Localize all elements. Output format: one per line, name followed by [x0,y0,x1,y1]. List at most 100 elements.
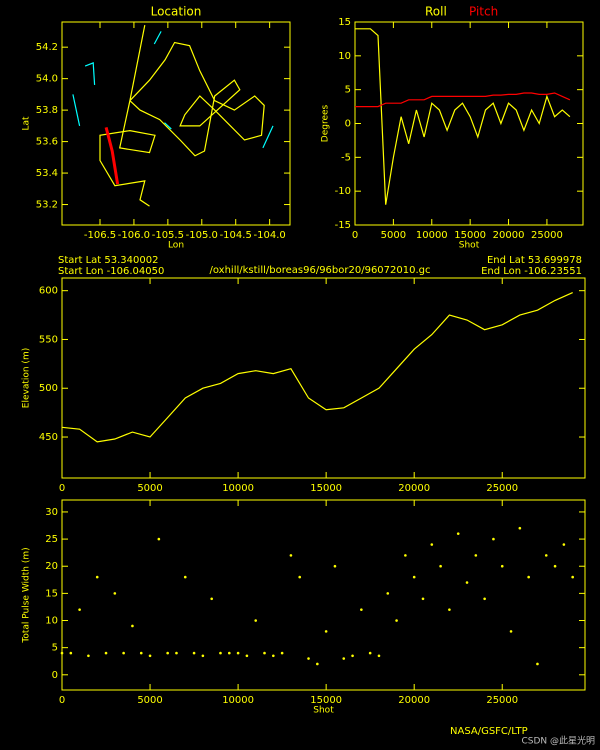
y-tick-label: 54.0 [36,74,58,85]
data-point [210,597,213,601]
y-tick-label: 5 [52,643,58,654]
x-tick-label: 20000 [493,230,525,241]
x-tick-label: 5000 [137,483,162,494]
data-point [492,537,495,541]
data-point [113,592,117,595]
data-point [254,619,258,622]
data-point [333,564,337,568]
y-tick-label: 54.2 [36,42,58,53]
y-tick-label: -10 [335,186,351,197]
x-axis-label: Shot [459,241,480,251]
legend-label: Roll [425,5,447,19]
y-tick-label: 500 [39,383,58,394]
y-tick-label: 5 [345,85,351,96]
chart-title: Location [151,5,202,19]
data-point [201,654,205,658]
data-point [104,651,108,655]
y-tick-label: 30 [45,507,58,518]
x-tick-label: 5000 [137,695,162,706]
plot-frame [61,277,586,479]
data-point [351,654,354,658]
data-point [536,662,539,666]
y-tick-label: 53.4 [36,168,58,179]
data-point [175,651,178,655]
x-axis-label: Shot [313,706,334,716]
x-tick-label: 0 [59,695,65,706]
data-point [245,654,249,658]
y-tick-label: 25 [45,534,58,545]
y-tick-label: 10 [45,616,58,627]
y-tick-label: 53.8 [36,105,58,116]
y-tick-label: 0 [52,670,58,681]
data-point [316,662,319,666]
x-tick-label: 25000 [486,483,518,494]
x-tick-label: 25000 [486,695,518,706]
y-tick-label: 53.6 [36,137,58,148]
x-tick-label: 15000 [310,695,342,706]
x-tick-label: 20000 [398,695,430,706]
data-point [280,651,284,655]
start-lat: Start Lat 53.340002 [58,255,158,266]
data-point [456,532,460,535]
data-point [131,624,134,628]
data-point [386,592,390,595]
data-line [355,28,571,205]
data-point [448,608,451,611]
plot-frame [354,21,584,226]
y-axis-label: Degrees [321,104,331,142]
y-tick-label: 450 [39,432,58,443]
y-tick-label: 600 [39,286,58,297]
data-point [421,597,425,601]
data-point [430,543,434,546]
data-point [219,651,222,655]
data-point [227,651,231,655]
x-axis-label: Lon [168,241,184,251]
data-point [527,575,530,579]
data-point [412,575,416,579]
data-point [157,537,161,541]
data-point [272,654,275,658]
data-point [166,651,169,655]
y-tick-label: -5 [341,152,351,163]
watermark: CSDN @此星光明 [521,735,595,747]
x-tick-label: 10000 [222,483,254,494]
x-tick-label: 5000 [381,230,406,241]
data-point [78,608,81,611]
data-point [307,657,310,660]
data-point [122,651,125,655]
end-lon: End Lon -106.23551 [481,266,582,277]
data-point [368,651,372,655]
legend-label: Pitch [469,5,498,19]
x-tick-label: 10000 [416,230,448,241]
data-line [72,31,274,149]
data-point [60,651,64,655]
end-lat: End Lat 53.699978 [487,255,582,266]
x-tick-label: 15000 [310,483,342,494]
y-tick-label: 0 [345,119,351,130]
data-line [104,127,120,185]
x-tick-label: -105.0 [186,230,218,241]
x-tick-label: 15000 [454,230,486,241]
data-point [298,575,302,579]
data-point [395,619,398,622]
data-point [483,597,486,601]
data-point [474,554,478,557]
data-point [571,575,574,579]
x-tick-label: -104.5 [220,230,252,241]
data-point [553,564,557,568]
data-point [148,654,152,658]
data-point [263,651,266,655]
y-tick-label: 20 [45,561,58,572]
data-point [439,564,442,568]
data-point [518,526,522,530]
x-tick-label: 0 [59,483,65,494]
y-tick-label: -15 [335,220,351,231]
data-line [355,92,571,108]
x-tick-label: 0 [352,230,358,241]
file-name: /oxhill/kstill/boreas96/96bor20/96072010… [209,265,430,276]
start-lon: Start Lon -106.04050 [58,266,164,277]
data-point [404,554,407,557]
x-tick-label: -104.0 [254,230,286,241]
data-point [509,630,513,633]
y-axis-label: Elevation (m) [22,348,32,408]
